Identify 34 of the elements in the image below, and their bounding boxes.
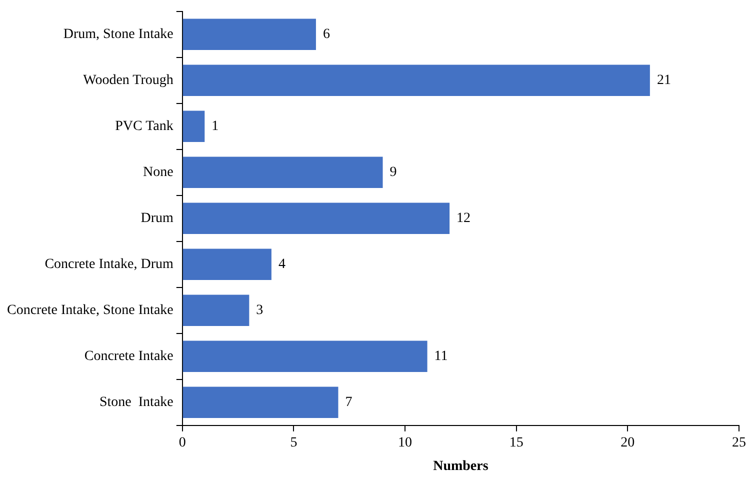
x-tick-label: 10 <box>398 435 412 450</box>
bar <box>182 18 316 50</box>
y-tick-label: None <box>143 165 174 180</box>
y-tick-label: Wooden Trough <box>83 73 174 88</box>
bar <box>182 64 650 96</box>
y-tick-label: PVC Tank <box>115 119 174 134</box>
bar <box>182 156 383 188</box>
y-tick-label: Drum <box>140 211 174 226</box>
data-label: 1 <box>212 119 219 134</box>
y-tick-label: Stone Intake <box>100 395 174 410</box>
y-tick-label: Concrete Intake, Stone Intake <box>6 303 174 318</box>
data-label: 11 <box>434 349 448 364</box>
y-tick-label: Concrete Intake, Drum <box>44 257 174 272</box>
data-label: 9 <box>390 165 397 180</box>
data-label: 12 <box>456 211 471 226</box>
x-tick-label: 5 <box>290 435 298 450</box>
x-tick-label: 20 <box>620 435 635 450</box>
bar <box>182 340 428 372</box>
data-label: 6 <box>322 27 330 42</box>
bar <box>182 248 272 280</box>
data-label: 4 <box>278 257 286 272</box>
y-tick-label: Drum, Stone Intake <box>63 27 174 42</box>
data-label: 3 <box>256 303 264 318</box>
bar <box>182 294 250 326</box>
data-label: 21 <box>656 73 671 88</box>
x-tick-label: 0 <box>178 435 186 450</box>
data-label: 7 <box>345 395 352 410</box>
bar <box>182 110 205 142</box>
bar <box>182 386 338 418</box>
bar <box>182 202 450 234</box>
y-tick-label: Concrete Intake <box>84 349 174 364</box>
x-axis-title: Numbers <box>433 459 489 474</box>
x-tick-label: 25 <box>732 435 746 450</box>
x-tick-label: 15 <box>509 435 524 450</box>
